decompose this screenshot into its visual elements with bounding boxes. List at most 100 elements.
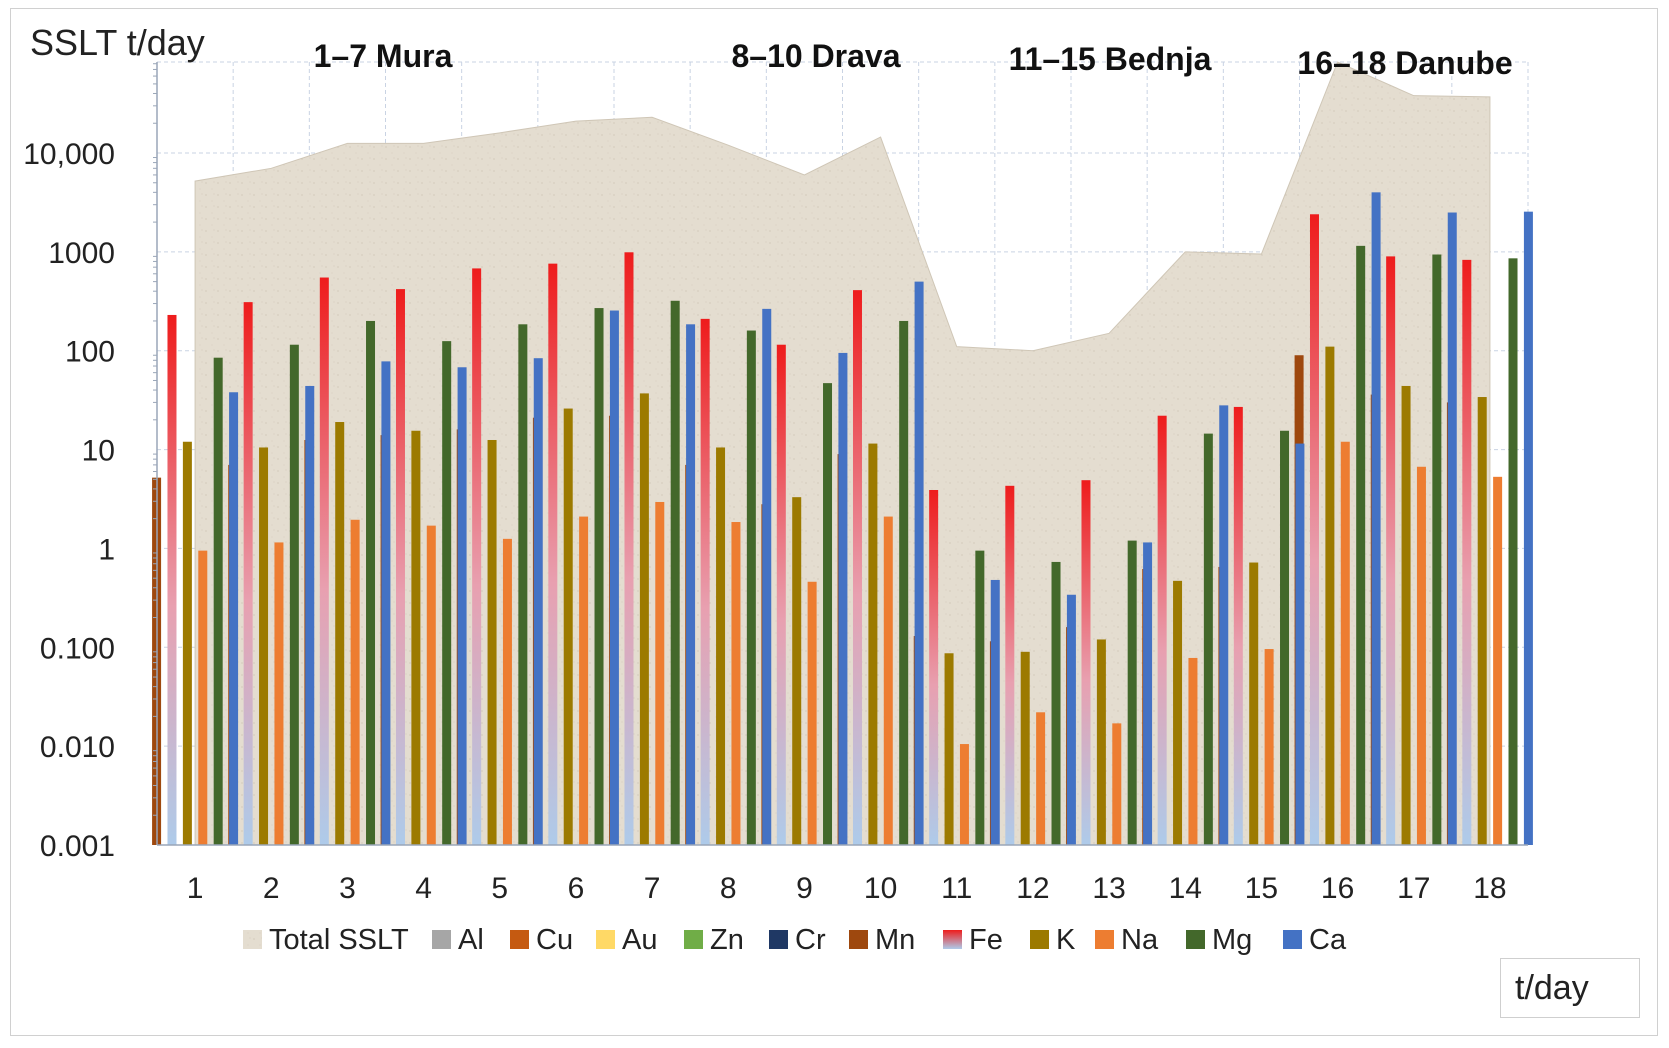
bar-k [335,422,345,845]
bar-k [563,408,573,845]
bar-mg [518,324,528,845]
bars-layer [152,192,1533,846]
x-tick-label: 6 [568,872,585,905]
bar-na [1340,441,1350,845]
bar-mg [594,308,604,845]
bar-ca [914,281,924,846]
bar-k [1477,397,1487,845]
bar-ca [1295,443,1305,845]
bar-fe [167,314,177,845]
y-tick-label: 1000 [48,237,115,270]
bar-na [807,581,817,845]
bar-fe [472,268,482,846]
bar-na [198,550,208,845]
y-tick-label: 100 [65,336,115,369]
bar-k [944,653,954,845]
bar-na [883,516,893,845]
bar-k [792,497,802,845]
river-annotation: 16–18 Danube [1297,45,1512,81]
bar-mg [899,320,909,845]
legend-label: Al [458,924,484,956]
x-tick-label: 14 [1169,872,1202,905]
bar-na [731,522,741,845]
bar-mg [1508,258,1518,846]
legend-label: Mg [1212,924,1252,956]
bar-k [182,441,192,845]
bar-ca [686,324,696,845]
bar-mg [289,344,299,845]
bar-fe [243,302,253,846]
legend-swatch [596,930,615,949]
legend-label: Zn [710,924,744,956]
bar-fe [1005,485,1015,845]
x-tick-label: 9 [796,872,813,905]
bar-mg [1127,540,1137,845]
bar-ca [1066,594,1076,845]
legend-swatch [243,930,262,949]
bar-k [716,447,726,845]
legend-swatch [1030,930,1049,949]
legend-swatch [1283,930,1302,949]
bar-ca [762,308,772,845]
bar-na [655,501,665,845]
bar-fe [1386,256,1396,845]
legend-swatch [769,930,788,949]
bar-ca [1219,405,1229,845]
bar-fe [395,289,405,845]
bar-mg [670,300,680,845]
river-annotation: 11–15 Bednja [1009,41,1212,77]
y-axis-title: SSLT t/day [30,22,205,63]
legend-swatch [510,930,529,949]
bar-ca [1523,211,1533,846]
river-annotation: 1–7 Mura [314,38,453,74]
river-annotation: 8–10 Drava [731,38,900,74]
bar-k [1249,562,1259,845]
x-tick-label: 12 [1016,872,1049,905]
bar-na [1036,712,1046,845]
bar-na [1188,657,1198,845]
x-tick-label: 5 [491,872,508,905]
bar-k [868,443,878,845]
bar-mg [823,383,833,845]
bar-ca [229,392,239,845]
bar-na [1264,649,1274,845]
bar-ca [533,358,543,845]
bar-na [579,516,589,845]
unit-label: t/day [1515,968,1589,1007]
bar-k [639,393,649,845]
bar-k [487,439,497,845]
x-tick-label: 18 [1473,872,1506,905]
bar-mg [442,341,452,845]
y-tick-label: 0.010 [40,731,115,764]
bar-mg [213,357,223,845]
bar-ca [1143,542,1153,845]
legend-label: Fe [969,924,1003,956]
bar-k [1020,651,1030,845]
bar-ca [1447,212,1457,845]
legend-label: Cr [795,924,826,956]
x-tick-label: 16 [1321,872,1354,905]
legend-label: K [1056,924,1076,956]
legend-label: Mn [875,924,915,956]
bar-fe [1157,415,1167,845]
bar-ca [609,310,619,845]
bar-k [1401,385,1411,845]
legend: Total SSLT Al Cu Au Zn Cr Mn Fe K Na Mg Ca [243,924,1347,956]
unit-label-box: t/day [1500,958,1640,1018]
bar-fe [852,290,862,845]
bar-ca [305,385,315,845]
legend-swatch [849,930,868,949]
y-tick-label: 10 [82,435,115,468]
bar-mg [1051,561,1061,845]
bar-k [1325,346,1335,845]
bar-ca [838,352,848,845]
annotations: 1–7 Mura 8–10 Drava 11–15 Bednja 16–18 Danu… [314,38,1513,81]
x-tick-label: 10 [864,872,897,905]
bar-fe [548,263,558,846]
bar-na [1112,723,1122,845]
bar-ca [457,367,467,845]
bar-mg [1203,433,1213,845]
chart-frame [10,8,1658,1036]
bar-fe [776,344,786,845]
